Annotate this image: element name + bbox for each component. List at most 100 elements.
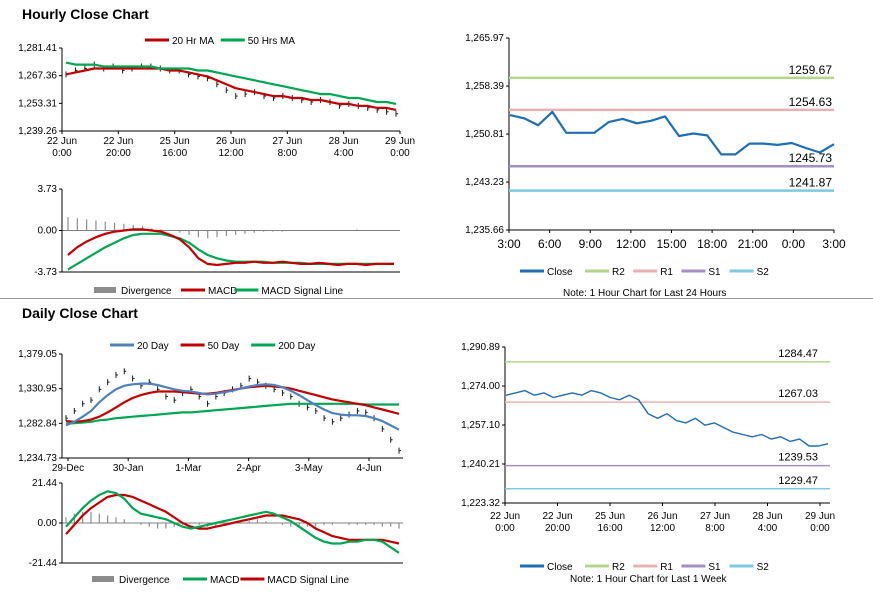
daily-price-x-tick-label: 29-Dec xyxy=(52,463,84,474)
daily-price-legend-label: 50 Day xyxy=(208,341,240,352)
hourly-macd-legend-label: MACD xyxy=(208,286,237,297)
hourly-pivot-y-tick-label: 1,258.39 xyxy=(465,81,504,92)
daily-pivot-legend-label: Close xyxy=(547,562,573,573)
daily-pivot-s1-label: 1239.53 xyxy=(778,452,818,464)
hourly-price-x-tick-label: 28 Jun xyxy=(329,136,359,147)
hourly-pivot-x-tick-label: 15:00 xyxy=(656,237,686,251)
daily-pivot-x-tick-label: 12:00 xyxy=(650,523,675,534)
hourly-pivot-x-tick-label: 18:00 xyxy=(697,237,727,251)
daily-pivot-legend-label: S2 xyxy=(757,562,770,573)
daily-price-x-tick-label: 3-May xyxy=(295,463,323,474)
hourly-pivot-close-line xyxy=(509,110,835,156)
hourly-pivot-x-tick-label: 3:00 xyxy=(822,237,846,251)
daily-macd-legend-label: MACD Signal Line xyxy=(267,575,349,586)
hourly-pivot-x-tick-label: 21:00 xyxy=(738,237,768,251)
daily-pivot-x-tick-label: 20:00 xyxy=(545,523,570,534)
daily-price-x-tick-label: 2-Apr xyxy=(236,463,261,474)
hourly-pivot-y-tick-label: 1,250.81 xyxy=(465,129,504,140)
daily-macd-legend-label: Divergence xyxy=(119,575,170,586)
daily-section-title: Daily Close Chart xyxy=(22,305,138,321)
daily-price-y-tick-label: 1,234.73 xyxy=(18,453,57,464)
daily-pivot-r2-label: 1284.47 xyxy=(778,348,818,360)
daily-pivot-y-tick-label: 1,274.00 xyxy=(461,381,500,392)
hourly-price-x-tick-label: 27 Jun xyxy=(272,136,302,147)
hourly-macd-legend-swatch xyxy=(94,287,116,293)
daily-pivot-legend-label: R1 xyxy=(660,562,673,573)
hourly-price-x-tick-label: 12:00 xyxy=(218,148,243,159)
hourly-macd-y-tick-label: 0.00 xyxy=(38,226,58,237)
hourly-price-legend-label: 20 Hr MA xyxy=(172,36,215,47)
hourly-price-y-tick-label: 1,281.41 xyxy=(18,43,57,54)
hourly-price-x-tick-label: 16:00 xyxy=(162,148,187,159)
daily-macd-y-tick-label: 21.44 xyxy=(32,478,57,489)
hourly-macd-legend-label: MACD Signal Line xyxy=(261,286,343,297)
hourly-price-x-tick-label: 22 Jun xyxy=(47,136,77,147)
daily-ma20-line xyxy=(65,382,400,431)
daily-pivot-y-tick-label: 1,290.89 xyxy=(461,342,500,353)
daily-macd-signal-line xyxy=(65,493,400,545)
daily-pivot-legend-label: R2 xyxy=(612,562,625,573)
hourly-section-title: Hourly Close Chart xyxy=(22,6,149,22)
daily-price-y-tick-label: 1,330.95 xyxy=(18,384,57,395)
hourly-pivot-y-tick-label: 1,243.23 xyxy=(465,177,504,188)
hourly-pivot-r2-label: 1259.67 xyxy=(789,63,833,77)
hourly-pivot-legend-label: R1 xyxy=(660,267,673,278)
hourly-pivot-legend-label: Close xyxy=(547,267,573,278)
daily-macd-legend-swatch xyxy=(92,576,114,582)
daily-pivot-x-tick-label: 0:00 xyxy=(495,523,515,534)
hourly-pivot-legend-label: S1 xyxy=(708,267,721,278)
hourly-pivot-y-tick-label: 1,235.66 xyxy=(465,225,504,236)
daily-price-legend-label: 20 Day xyxy=(137,341,169,352)
daily-pivot-close-line xyxy=(505,389,829,447)
hourly-pivot-s1-label: 1245.73 xyxy=(789,151,833,165)
hourly-ma50-line xyxy=(65,61,397,105)
hourly-pivot-note: Note: 1 Hour Chart for Last 24 Hours xyxy=(563,288,727,299)
daily-pivot-legend-label: S1 xyxy=(708,562,721,573)
daily-pivot-s2-label: 1229.47 xyxy=(778,475,818,487)
hourly-pivot-x-tick-label: 6:00 xyxy=(538,237,562,251)
hourly-price-y-tick-label: 1,267.36 xyxy=(18,71,57,82)
hourly-pivot-x-tick-label: 12:00 xyxy=(616,237,646,251)
section-divider xyxy=(0,298,873,299)
hourly-pivot-x-tick-label: 3:00 xyxy=(497,237,521,251)
daily-pivot-x-tick-label: 4:00 xyxy=(758,523,778,534)
daily-pivot-x-tick-label: 27 Jun xyxy=(700,511,730,522)
hourly-price-y-tick-label: 1,239.26 xyxy=(18,126,57,137)
hourly-macd-line xyxy=(67,228,394,267)
hourly-pivot-s2-label: 1241.87 xyxy=(789,176,833,190)
daily-ma200-line xyxy=(65,402,399,425)
daily-pivot-x-tick-label: 16:00 xyxy=(597,523,622,534)
daily-price-x-tick-label: 4-Jun xyxy=(356,463,381,474)
daily-pivot-x-tick-label: 0:00 xyxy=(810,523,830,534)
hourly-pivot-r1-label: 1254.63 xyxy=(789,95,833,109)
hourly-price-x-tick-label: 4:00 xyxy=(334,148,354,159)
daily-pivot-y-tick-label: 1,223.32 xyxy=(461,498,500,509)
daily-pivot-y-tick-label: 1,257.10 xyxy=(461,420,500,431)
daily-pivot-note: Note: 1 Hour Chart for Last 1 Week xyxy=(570,574,727,585)
hourly-price-x-tick-label: 20:00 xyxy=(106,148,131,159)
hourly-pivot-x-tick-label: 9:00 xyxy=(579,237,603,251)
daily-pivot-x-tick-label: 26 Jun xyxy=(647,511,677,522)
hourly-price-x-tick-label: 26 Jun xyxy=(216,136,246,147)
daily-pivot-x-tick-label: 25 Jun xyxy=(595,511,625,522)
daily-macd-line xyxy=(65,490,400,554)
daily-price-x-tick-label: 1-Mar xyxy=(175,463,202,474)
hourly-price-legend-label: 50 Hrs MA xyxy=(248,36,296,47)
daily-pivot-x-tick-label: 28 Jun xyxy=(752,511,782,522)
daily-price-y-tick-label: 1,282.84 xyxy=(18,418,57,429)
daily-pivot-x-tick-label: 22 Jun xyxy=(490,511,520,522)
hourly-pivot-legend-label: R2 xyxy=(612,267,625,278)
hourly-macd-y-tick-label: -3.73 xyxy=(34,267,57,278)
hourly-price-x-tick-label: 8:00 xyxy=(278,148,298,159)
daily-price-x-tick-label: 30-Jan xyxy=(113,463,144,474)
daily-price-legend-label: 200 Day xyxy=(278,341,315,352)
hourly-pivot-x-tick-label: 0:00 xyxy=(782,237,806,251)
hourly-macd-legend-label: Divergence xyxy=(121,286,172,297)
daily-pivot-x-tick-label: 22 Jun xyxy=(542,511,572,522)
daily-pivot-x-tick-label: 8:00 xyxy=(705,523,725,534)
hourly-pivot-legend-label: S2 xyxy=(757,267,770,278)
hourly-price-x-tick-label: 29 Jun xyxy=(385,136,415,147)
hourly-price-y-tick-label: 1,253.31 xyxy=(18,98,57,109)
daily-pivot-x-tick-label: 29 Jun xyxy=(805,511,835,522)
